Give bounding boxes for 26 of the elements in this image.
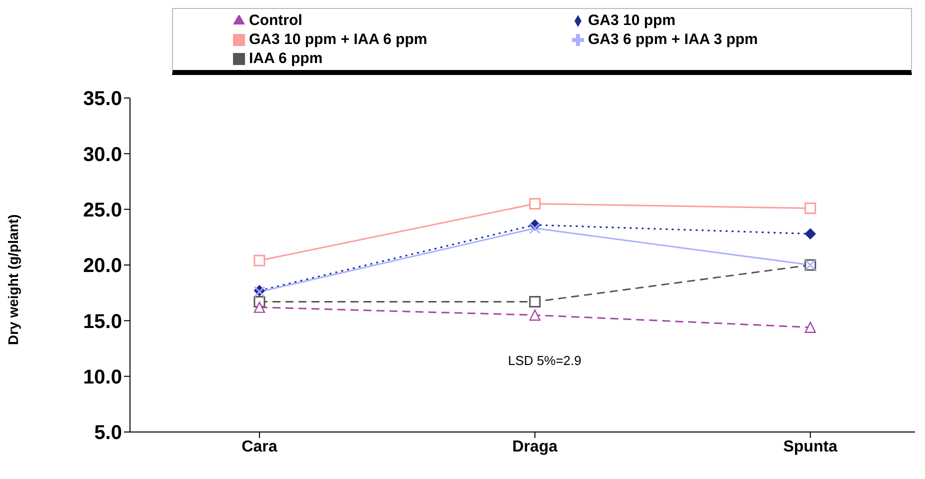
point	[804, 322, 816, 333]
y-tick-label: 35.0	[83, 88, 122, 110]
y-tick-label: 20.0	[83, 255, 122, 278]
point	[529, 222, 541, 234]
x-tick-label: Draga	[512, 438, 558, 456]
point	[804, 228, 816, 240]
point	[529, 198, 541, 210]
legend-label: Control	[249, 12, 302, 29]
legend-label: IAA 6 ppm	[249, 50, 323, 67]
legend-label: GA3 10 ppm + IAA 6 ppm	[249, 31, 428, 48]
y-tick-label: 10.0	[83, 366, 122, 388]
legend-label: GA3 6 ppm + IAA 3 ppm	[588, 31, 758, 48]
y-tick-label: 25.0	[83, 199, 122, 222]
y-tick-label: 30.0	[83, 144, 122, 166]
x-tick-label: Cara	[242, 438, 278, 456]
y-tick-label: 5.0	[94, 422, 122, 444]
point	[529, 310, 540, 321]
legend-label: GA3 10 ppm	[588, 12, 676, 29]
y-axis-title: Dry weight (g/plant)	[4, 214, 21, 345]
annotation: LSD 5%=2.9	[508, 353, 582, 368]
point	[529, 296, 541, 308]
point	[254, 302, 266, 313]
point	[804, 202, 816, 214]
y-tick-label: 15.0	[83, 310, 122, 333]
point	[254, 254, 266, 266]
x-tick-label: Spunta	[783, 438, 838, 456]
